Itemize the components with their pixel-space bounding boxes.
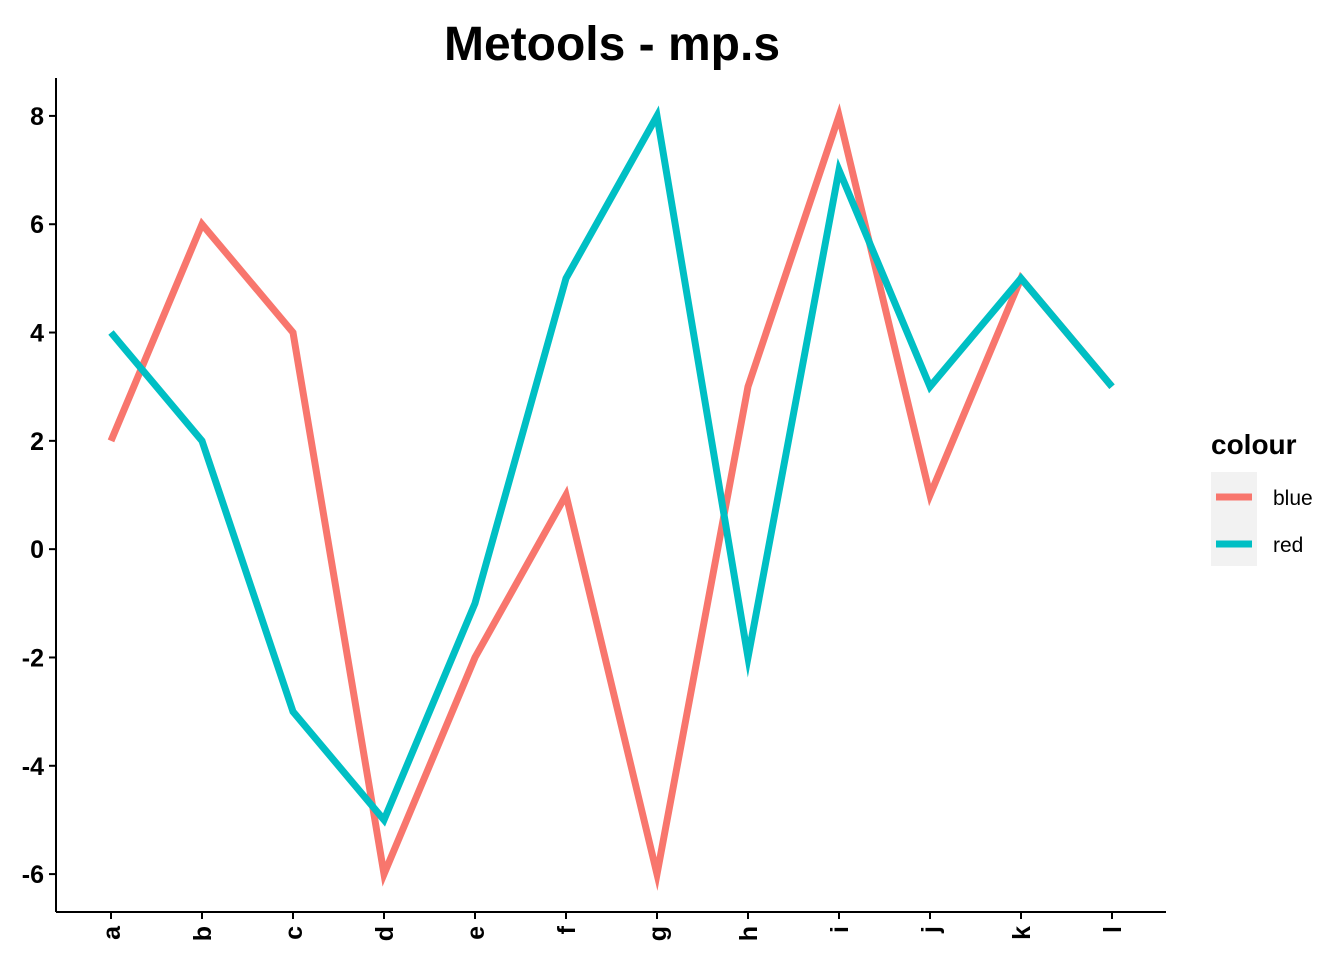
x-tick-label: h	[735, 926, 763, 941]
x-tick-label: c	[280, 926, 308, 940]
legend-label-blue: blue	[1273, 487, 1313, 510]
y-tick-label: 6	[30, 211, 44, 239]
y-axis-ticks: -6 -4 -2 0 2 4 6 8	[22, 103, 56, 889]
legend-items: blue red	[1216, 487, 1313, 557]
y-tick-label: -2	[22, 644, 44, 672]
series-line-red	[108, 105, 1115, 827]
x-tick-label: b	[189, 926, 217, 941]
series-line-blue	[107, 103, 1115, 891]
chart-title: Metools - mp.s	[444, 18, 780, 71]
x-tick-label: f	[553, 925, 581, 934]
y-tick-label: 2	[30, 428, 44, 456]
y-tick-label: 4	[30, 320, 44, 348]
legend-label-red: red	[1273, 534, 1303, 557]
x-tick-label: d	[371, 926, 399, 941]
x-tick-label: g	[644, 926, 672, 941]
x-tick-label: j	[917, 926, 945, 934]
x-tick-label: e	[462, 926, 490, 940]
y-tick-label: -4	[22, 753, 44, 781]
x-tick-label: i	[826, 926, 854, 933]
y-tick-label: 8	[30, 103, 44, 131]
x-tick-label: a	[98, 925, 126, 940]
y-tick-label: -6	[22, 861, 44, 889]
y-tick-label: 0	[30, 536, 44, 564]
x-tick-label: k	[1008, 926, 1036, 940]
x-axis-ticks: a b c d e f g h i j k l	[98, 912, 1127, 941]
x-tick-label: l	[1099, 926, 1127, 933]
legend-title: colour	[1211, 429, 1297, 460]
series-lines	[107, 103, 1115, 891]
axes	[55, 78, 1166, 913]
legend-key-background	[1211, 472, 1257, 566]
legend: colour blue red	[1211, 429, 1313, 566]
